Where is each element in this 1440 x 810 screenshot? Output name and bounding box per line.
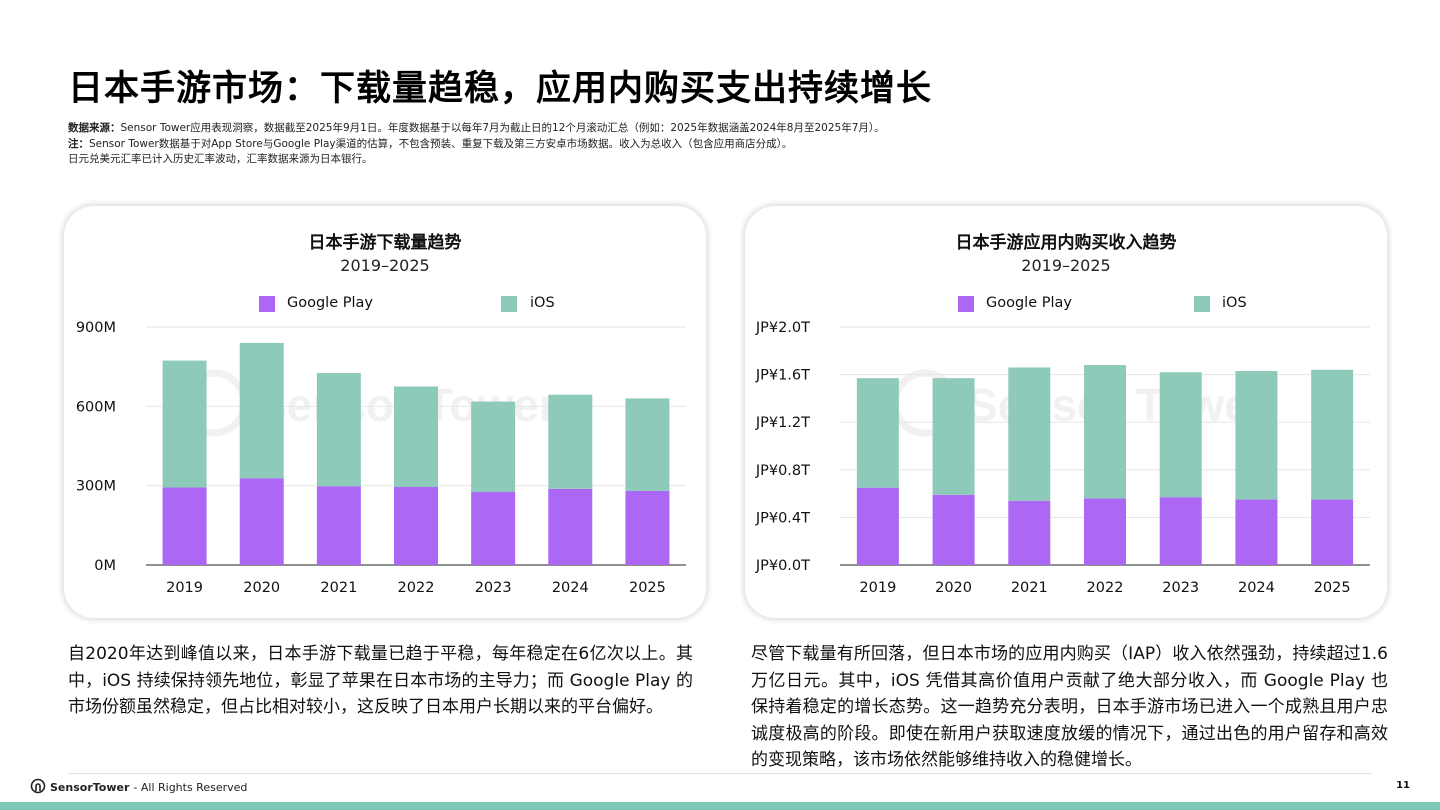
bar-ios-2021 <box>1008 367 1051 501</box>
bar-ios-2020 <box>932 378 975 495</box>
footer-rights: - All Rights Reserved <box>133 781 248 794</box>
x-tick-label: 2024 <box>1238 580 1275 596</box>
y-tick-label: JP¥0.8T <box>755 463 810 479</box>
bar-google-play-2025 <box>1311 499 1354 565</box>
bar-google-play-2021 <box>316 486 361 565</box>
x-tick-label: 2023 <box>1162 580 1199 596</box>
bar-google-play-2022 <box>1084 498 1126 565</box>
y-tick-label: JP¥1.6T <box>755 368 810 384</box>
y-tick-label: 900M <box>76 320 116 336</box>
bar-ios-2020 <box>239 342 284 479</box>
bar-ios-2023 <box>471 401 516 493</box>
chart-title: 日本手游应用内购买收入趋势 <box>955 233 1177 253</box>
x-tick-label: 2022 <box>1087 580 1124 596</box>
bar-ios-2021 <box>316 373 361 487</box>
x-tick-label: 2022 <box>398 580 435 596</box>
source-note-line: 数据来源：Sensor Tower应用表现洞察，数据截至2025年9月1日。年度… <box>68 122 885 134</box>
bar-google-play-2019 <box>162 487 207 565</box>
bar-ios-2023 <box>1159 372 1202 498</box>
bar-ios-2025 <box>625 398 670 491</box>
legend-label-ios: iOS <box>1222 295 1247 311</box>
y-tick-label: JP¥1.2T <box>755 415 810 431</box>
legend-swatch-ios <box>1194 296 1210 312</box>
iap-revenue-chart-card: 日本手游应用内购买收入趋势 2019–2025 Google Play iOS … <box>745 206 1387 618</box>
bar-google-play-2024 <box>548 488 593 565</box>
exchange-rate-note-line: 日元兑美元汇率已计入历史汇率波动，汇率数据来源为日本银行。 <box>68 153 373 165</box>
bar-google-play-2020 <box>239 478 284 565</box>
bar-google-play-2019 <box>856 487 899 565</box>
footer-logo-text: SensorTower <box>50 781 130 794</box>
sensor-tower-logo-icon <box>30 778 46 797</box>
bar-ios-2025 <box>1311 369 1354 500</box>
legend-label-google-play: Google Play <box>986 295 1072 311</box>
bar-google-play-2023 <box>1159 497 1202 565</box>
x-tick-label: 2019 <box>166 580 203 596</box>
bar-google-play-2021 <box>1008 500 1051 565</box>
x-tick-label: 2024 <box>552 580 589 596</box>
downloads-chart-card: 日本手游下载量趋势 2019–2025 Google Play iOS Sens… <box>64 206 706 618</box>
bar-google-play-2020 <box>932 494 975 565</box>
downloads-description: 自2020年达到峰值以来，日本手游下载量已趋于平稳，每年稳定在6亿次以上。其中，… <box>68 644 693 717</box>
bottom-accent-bar <box>0 802 1440 810</box>
x-tick-label: 2020 <box>935 580 972 596</box>
y-tick-label: JP¥2.0T <box>755 320 810 336</box>
bar-ios-2024 <box>1235 371 1278 500</box>
page-number: 11 <box>1396 780 1410 791</box>
bar-google-play-2024 <box>1235 499 1278 565</box>
revenue-description: 尽管下载量有所回落，但日本市场的应用内购买（IAP）收入依然强劲，持续超过1.6… <box>751 644 1388 770</box>
y-tick-label: 0M <box>94 558 116 574</box>
bar-ios-2022 <box>394 386 438 487</box>
y-tick-label: JP¥0.0T <box>755 558 810 574</box>
footer: SensorTower - All Rights Reserved <box>30 778 247 797</box>
bar-ios-2019 <box>162 360 207 488</box>
x-tick-label: 2023 <box>475 580 512 596</box>
chart-subtitle: 2019–2025 <box>340 256 430 275</box>
downloads-bar-chart: Sensor Tower0M300M600M900M20192020202120… <box>76 320 686 596</box>
chart-subtitle: 2019–2025 <box>1021 256 1111 275</box>
disclaimer-note-line: 注：Sensor Tower数据基于对App Store与Google Play… <box>68 137 793 150</box>
bar-ios-2024 <box>548 394 593 489</box>
bar-ios-2019 <box>856 378 899 488</box>
bar-google-play-2022 <box>394 486 438 565</box>
iap-revenue-bar-chart: Sensor TowerJP¥0.0TJP¥0.4TJP¥0.8TJP¥1.2T… <box>755 320 1370 596</box>
x-tick-label: 2025 <box>629 580 666 596</box>
legend-swatch-google-play <box>259 296 275 312</box>
bar-google-play-2023 <box>471 492 516 565</box>
source-notes: 数据来源：Sensor Tower应用表现洞察，数据截至2025年9月1日。年度… <box>68 121 885 168</box>
legend-label-ios: iOS <box>530 295 555 311</box>
y-tick-label: JP¥0.4T <box>755 510 810 526</box>
legend-label-google-play: Google Play <box>287 295 373 311</box>
legend-swatch-ios <box>501 296 517 312</box>
x-tick-label: 2020 <box>243 580 280 596</box>
footer-divider <box>68 773 1372 774</box>
page-title: 日本手游市场：下载量趋稳，应用内购买支出持续增长 <box>68 69 933 109</box>
x-tick-label: 2019 <box>859 580 896 596</box>
x-tick-label: 2021 <box>320 580 357 596</box>
y-tick-label: 600M <box>76 399 116 415</box>
legend-swatch-google-play <box>958 296 974 312</box>
x-tick-label: 2025 <box>1314 580 1351 596</box>
y-tick-label: 300M <box>76 479 116 495</box>
x-tick-label: 2021 <box>1011 580 1048 596</box>
chart-title: 日本手游下载量趋势 <box>308 233 462 253</box>
bar-google-play-2025 <box>625 490 670 565</box>
bar-ios-2022 <box>1084 365 1126 499</box>
